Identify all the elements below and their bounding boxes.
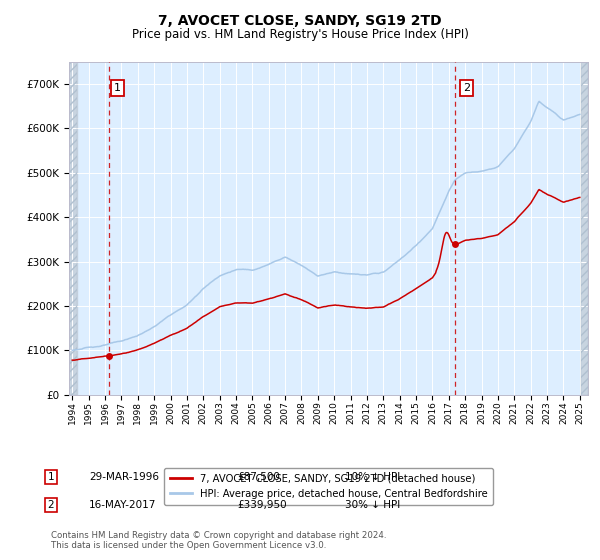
- Text: 1: 1: [114, 83, 121, 94]
- Text: 16-MAY-2017: 16-MAY-2017: [89, 500, 156, 510]
- Bar: [69, 62, 77, 395]
- Text: 2: 2: [463, 83, 470, 94]
- Bar: [581, 62, 588, 395]
- Legend: 7, AVOCET CLOSE, SANDY, SG19 2TD (detached house), HPI: Average price, detached : 7, AVOCET CLOSE, SANDY, SG19 2TD (detach…: [164, 468, 493, 505]
- Bar: [69, 62, 77, 395]
- Text: 7, AVOCET CLOSE, SANDY, SG19 2TD: 7, AVOCET CLOSE, SANDY, SG19 2TD: [158, 14, 442, 28]
- Text: Price paid vs. HM Land Registry's House Price Index (HPI): Price paid vs. HM Land Registry's House …: [131, 28, 469, 41]
- Text: 2: 2: [47, 500, 55, 510]
- Text: 29-MAR-1996: 29-MAR-1996: [89, 472, 159, 482]
- Text: Contains HM Land Registry data © Crown copyright and database right 2024.
This d: Contains HM Land Registry data © Crown c…: [51, 530, 386, 550]
- Text: 30% ↓ HPI: 30% ↓ HPI: [345, 500, 400, 510]
- Text: £87,500: £87,500: [237, 472, 280, 482]
- Text: £339,950: £339,950: [237, 500, 287, 510]
- Text: 1: 1: [47, 472, 55, 482]
- Bar: [581, 62, 588, 395]
- Text: 10% ↓ HPI: 10% ↓ HPI: [345, 472, 400, 482]
